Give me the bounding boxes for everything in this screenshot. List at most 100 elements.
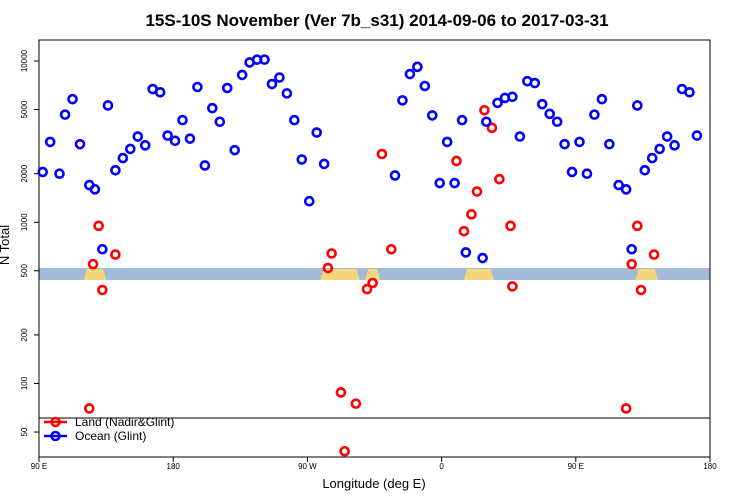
plot-border: [38, 39, 711, 458]
land-point: [385, 243, 397, 255]
ocean-point: [460, 247, 472, 258]
ocean-point: [54, 168, 65, 180]
ocean-point: [311, 127, 323, 138]
ocean-point: [412, 61, 423, 73]
legend-ocean-marker: [50, 430, 61, 442]
ocean-point: [162, 130, 173, 141]
land-point: [635, 284, 647, 296]
ocean-point: [654, 143, 665, 155]
ocean-point: [481, 116, 492, 128]
land-point: [87, 258, 99, 270]
land-point: [322, 262, 334, 274]
land-point: [350, 398, 362, 409]
land-point: [486, 122, 498, 134]
ocean-point: [477, 252, 488, 264]
ocean-point: [296, 154, 308, 165]
ocean-point: [404, 68, 416, 80]
land-point: [451, 155, 462, 167]
ocean-point: [566, 166, 578, 178]
land-surface-segment: [463, 269, 494, 280]
land-surface-segment: [635, 269, 658, 280]
ocean-point: [492, 97, 503, 109]
y-tick-label: 10000: [20, 49, 29, 72]
ocean-point: [207, 102, 218, 114]
legend-land-label: Land (Nadir&Glint): [75, 415, 174, 429]
ocean-point: [613, 179, 624, 191]
land-surface-segment: [83, 269, 107, 280]
land-point: [505, 220, 516, 232]
ocean-point: [639, 164, 651, 176]
ocean-point: [426, 110, 438, 121]
ocean-point: [177, 114, 188, 126]
legend-land-marker: [50, 416, 61, 428]
x-tick-label: 0: [439, 462, 444, 471]
land-point: [361, 283, 373, 295]
ocean-point: [434, 177, 446, 189]
ocean-point: [456, 114, 468, 126]
ocean-point: [691, 130, 703, 141]
plot-layer: 90 E 180 90 W 0 90 E 180 50 100 200 500 1000 2000 50…: [20, 39, 717, 471]
land-point: [507, 281, 518, 292]
y-tick-label: 100: [20, 376, 29, 390]
ocean-point: [661, 131, 673, 142]
ocean-point: [266, 78, 278, 90]
ocean-point: [389, 170, 401, 181]
ocean-point: [44, 136, 56, 148]
y-tick-label: 5000: [20, 100, 29, 118]
ocean-point: [441, 136, 453, 148]
x-tick-label: 90 E: [31, 462, 47, 471]
y-tick-label: 1000: [20, 213, 29, 231]
ocean-point: [214, 116, 226, 128]
ocean-point: [397, 95, 408, 106]
land-point: [466, 209, 477, 220]
y-tick-label: 2000: [20, 164, 29, 182]
land-point: [84, 403, 95, 414]
x-tick-label: 180: [703, 462, 717, 471]
land-surface-segment: [365, 269, 381, 280]
ocean-point: [536, 98, 548, 110]
ocean-point: [289, 114, 300, 126]
land-point: [458, 225, 470, 237]
ocean-point: [236, 69, 248, 81]
y-tick-label: 50: [20, 427, 29, 436]
ocean-point: [574, 136, 585, 148]
ocean-point: [551, 116, 563, 128]
ocean-point: [132, 131, 144, 142]
ocean-series: [37, 54, 703, 264]
ocean-point: [419, 80, 431, 92]
ocean-point: [259, 54, 270, 65]
land-point: [376, 148, 388, 160]
legend-ocean-label: Ocean (Glint): [75, 429, 146, 443]
ocean-point: [199, 160, 211, 171]
land-point: [367, 277, 378, 289]
land-point: [97, 284, 108, 296]
y-tick-label: 200: [20, 328, 29, 342]
ocean-point: [154, 86, 166, 98]
ocean-point: [596, 93, 608, 105]
ocean-point: [169, 135, 181, 147]
ocean-point: [514, 131, 526, 142]
ocean-point: [102, 100, 114, 111]
ocean-point: [303, 195, 315, 207]
land-point: [494, 173, 505, 185]
ocean-point: [620, 184, 632, 195]
ocean-point: [74, 138, 86, 150]
land-point: [339, 445, 350, 457]
x-tick-label: 90 W: [298, 462, 317, 471]
chart-title: 15S-10S November (Ver 7b_s31) 2014-09-06…: [145, 11, 608, 30]
ocean-point: [192, 81, 203, 93]
land-point: [648, 249, 660, 260]
ocean-point: [544, 108, 556, 120]
land-point: [626, 258, 638, 270]
ocean-point: [274, 72, 285, 83]
land-point: [326, 248, 337, 259]
ocean-point: [139, 140, 151, 151]
ocean-point: [581, 168, 593, 180]
ocean-point: [669, 140, 680, 151]
land-point: [335, 387, 347, 398]
land-point: [110, 249, 121, 260]
ocean-point: [229, 144, 241, 156]
x-tick-label: 90 E: [568, 462, 584, 471]
